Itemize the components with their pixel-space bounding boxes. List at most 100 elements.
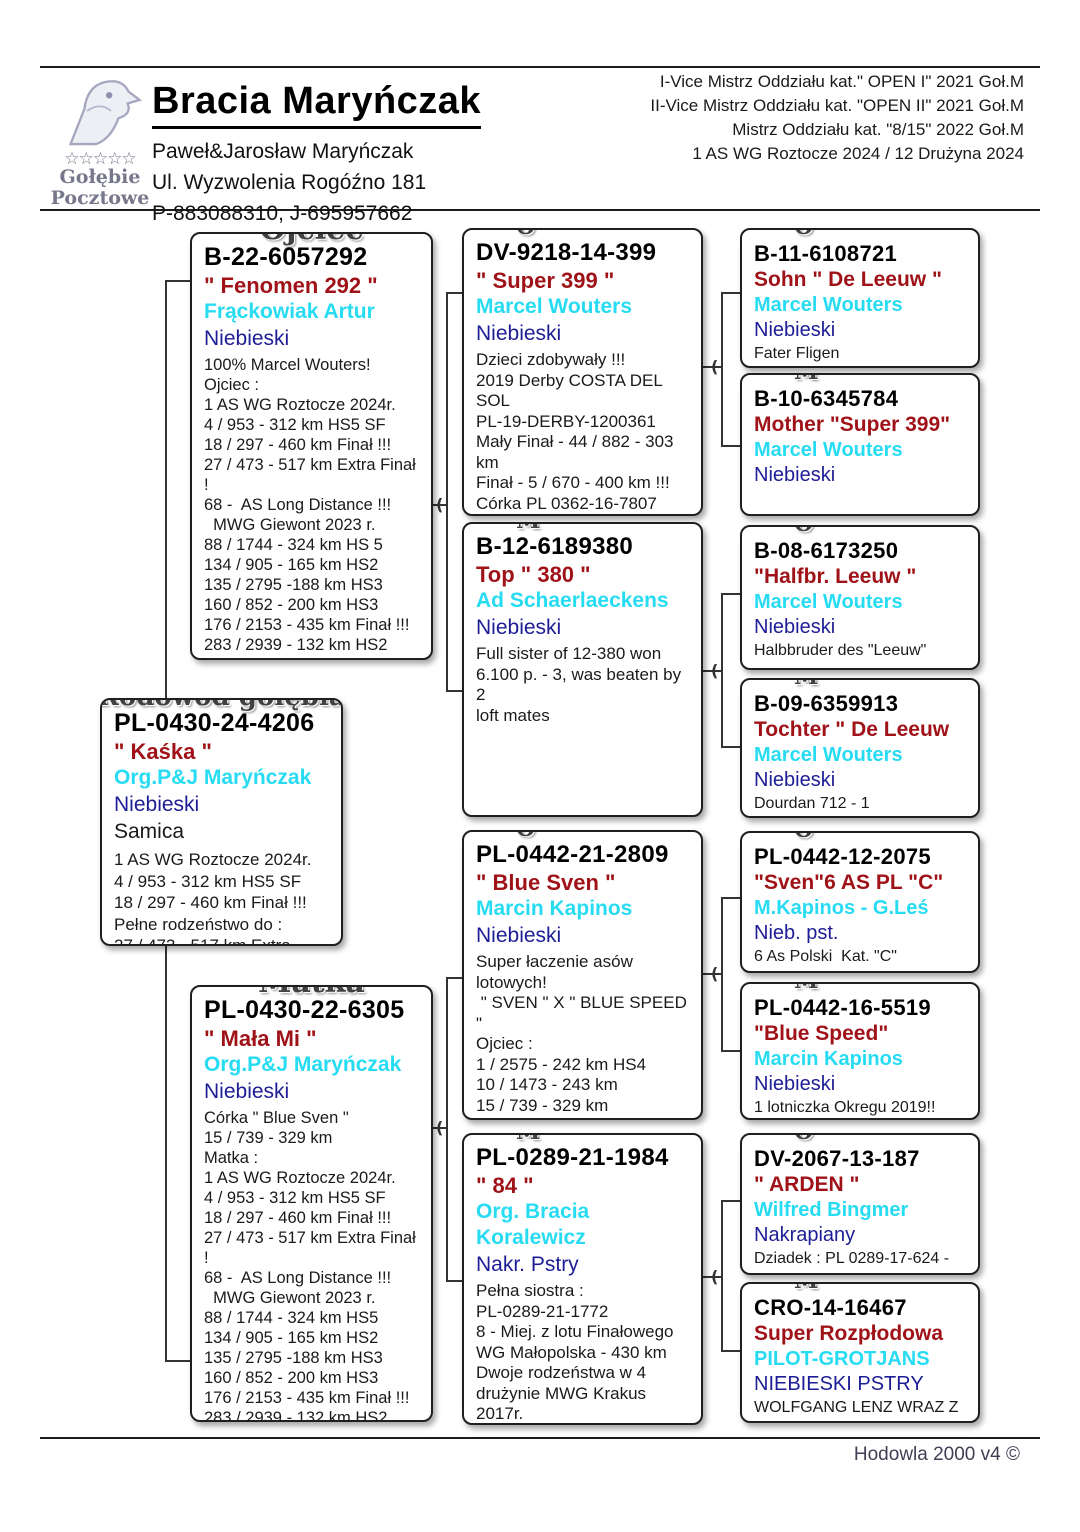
ring-number: B-08-6173250 — [754, 538, 899, 563]
box-label-dam: M — [784, 984, 829, 992]
ring-number: PL-0442-12-2075 — [754, 844, 931, 869]
software-credit: Hodowla 2000 v4 © — [853, 1444, 1020, 1465]
pigeon-name: Sohn " De Leeuw " — [754, 268, 942, 291]
achievements-block: I-Vice Mistrz Oddziału kat." OPEN I" 202… — [564, 70, 1024, 166]
owner-name: Marcel Wouters — [754, 591, 903, 613]
sex-line: Samica — [114, 820, 185, 843]
results-note: WOLFGANG LENZ WRAZ Z — [754, 1399, 959, 1416]
box-label-sire: O — [784, 833, 824, 841]
box-label-dam: M — [784, 375, 829, 383]
ring-number: PL-0430-22-6305 — [204, 996, 405, 1024]
results-note: 1 AS WG Roztocze 2024r. 4 / 953 - 312 km… — [114, 850, 312, 946]
connector-line — [721, 445, 740, 447]
results-note: 1 lotniczka Okregu 2019!! — [754, 1099, 936, 1116]
connector-line — [433, 1127, 447, 1129]
pigeon-name: "Blue Speed" — [754, 1022, 889, 1045]
owner-name: Ad Schaerlaeckens — [476, 589, 669, 612]
pigeon-name: " Fenomen 292 " — [204, 273, 378, 298]
pigeon-name: Super Rozpłodowa — [754, 1322, 943, 1345]
connector-line — [446, 292, 463, 294]
connector-line — [721, 897, 723, 1052]
results-note: Dziadek : PL 0289-17-624 - — [754, 1250, 950, 1267]
pedigree-box-ggp2: M B-10-6345784 Mother "Super 399" Marcel… — [740, 373, 980, 516]
color-line: Niebieski — [754, 616, 836, 638]
color-line: Niebieski — [476, 924, 562, 947]
pigeon-name: " ARDEN " — [754, 1173, 860, 1196]
pigeon-name: " Mała Mi " — [204, 1026, 317, 1051]
connector-line — [721, 593, 723, 748]
results-note: Dzieci zdobywały !!! 2019 Derby COSTA DE… — [476, 350, 674, 513]
results-note: 100% Marcel Wouters! Ojciec : 1 AS WG Ro… — [204, 356, 416, 658]
pigeon-name: Top " 380 " — [476, 562, 591, 587]
color-line: NIEBIESKI PSTRY — [754, 1373, 924, 1395]
pedigree-box-subject: Rodowód gołębia PL-0430-24-4206 " Kaśka … — [100, 698, 343, 946]
owner-name: Wilfred Bingmer — [754, 1199, 909, 1221]
junction-arc: ( — [436, 1118, 444, 1137]
owner-name: Marcel Wouters — [754, 744, 903, 766]
ring-number: DV-2067-13-187 — [754, 1146, 920, 1171]
box-label-sire: O — [784, 1135, 824, 1143]
pigeon-head-icon — [68, 80, 143, 146]
connector-line — [446, 977, 463, 979]
pedigree-box-grandsire-paternal: O DV-9218-14-399 " Super 399 " Marcel Wo… — [462, 228, 703, 516]
loft-title: Bracia Maryńczak — [152, 80, 482, 129]
connector-line — [721, 292, 740, 294]
pedigree-box-granddam-paternal: M B-12-6189380 Top " 380 " Ad Schaerlaec… — [462, 522, 703, 817]
connector-line — [446, 292, 448, 692]
color-line: Nieb. pst. — [754, 922, 839, 944]
pedigree-box-ggp6: M PL-0442-16-5519 "Blue Speed" Marcin Ka… — [740, 982, 980, 1120]
owner-name: Frąckowiak Artur — [204, 300, 375, 323]
pedigree-box-ggp5: O PL-0442-12-2075 "Sven"6 AS PL "C" M.Ka… — [740, 831, 980, 973]
results-note: Super łaczenie asów lotowych! " SVEN " X… — [476, 952, 687, 1118]
achievement-line: I-Vice Mistrz Oddziału kat." OPEN I" 202… — [659, 72, 1024, 91]
box-label-dam: M — [784, 1284, 829, 1292]
results-note: Full sister of 12-380 won 6.100 p. - 3, … — [476, 644, 682, 725]
connector-line — [721, 897, 740, 899]
owner-name: Marcel Wouters — [476, 295, 632, 318]
pedigree-box-granddam-maternal: M PL-0289-21-1984 " 84 " Org. Bracia Kor… — [462, 1133, 703, 1425]
color-line: Niebieski — [754, 769, 836, 791]
results-note: Fater Fligen — [754, 345, 840, 362]
connector-line — [165, 946, 167, 1362]
box-label-sire: O — [784, 527, 824, 535]
ring-number: B-12-6189380 — [476, 533, 634, 560]
color-line: Nakrapiany — [754, 1224, 856, 1246]
pigeon-name: "Sven"6 AS PL "C" — [754, 871, 944, 894]
junction-arc: ( — [436, 495, 444, 514]
junction-arc: ( — [711, 1267, 719, 1286]
loft-logo: ☆☆☆☆☆ Gołębie Pocztowe — [48, 74, 152, 209]
owner-name: Org.P&J Maryńczak — [114, 766, 312, 789]
connector-line — [703, 1276, 722, 1278]
color-line: Niebieski — [754, 319, 836, 341]
connector-line — [446, 1280, 463, 1282]
ring-number: CRO-14-16467 — [754, 1295, 907, 1320]
connector-line — [721, 1200, 740, 1202]
divider — [40, 209, 1040, 211]
pedigree-box-father: Ojciec B-22-6057292 " Fenomen 292 " Frąc… — [190, 232, 433, 660]
pedigree-box-ggp8: M CRO-14-16467 Super Rozpłodowa PILOT-GR… — [740, 1282, 980, 1423]
divider — [40, 66, 1040, 68]
box-label-dam: M — [506, 1135, 551, 1143]
owner-name: Marcel Wouters — [754, 294, 903, 316]
pedigree-box-ggp3: O B-08-6173250 "Halfbr. Leeuw " Marcel W… — [740, 525, 980, 670]
ring-number: B-09-6359913 — [754, 691, 899, 716]
ring-number: B-22-6057292 — [204, 243, 368, 271]
connector-line — [446, 690, 463, 692]
connector-line — [165, 280, 192, 282]
color-line: Niebieski — [204, 327, 290, 350]
connector-line — [165, 280, 167, 698]
box-label-sire: O — [506, 230, 546, 238]
owner-name: Org. Bracia Koralewicz — [476, 1200, 590, 1249]
owner-name: M.Kapinos - G.Leś — [754, 897, 929, 919]
divider — [40, 1437, 1040, 1439]
ring-number: PL-0442-16-5519 — [754, 995, 931, 1020]
color-line: Nakr. Pstry — [476, 1253, 579, 1276]
connector-line — [721, 746, 740, 748]
junction-arc: ( — [711, 964, 719, 983]
box-label-dam: M — [784, 680, 829, 688]
box-label-dam: M — [506, 524, 551, 532]
results-note: Dourdan 712 - 1 — [754, 795, 870, 812]
pigeon-name: " Blue Sven " — [476, 870, 616, 895]
owner-name: Marcin Kapinos — [754, 1048, 903, 1070]
logo-stars: ☆☆☆☆☆ — [64, 149, 136, 168]
